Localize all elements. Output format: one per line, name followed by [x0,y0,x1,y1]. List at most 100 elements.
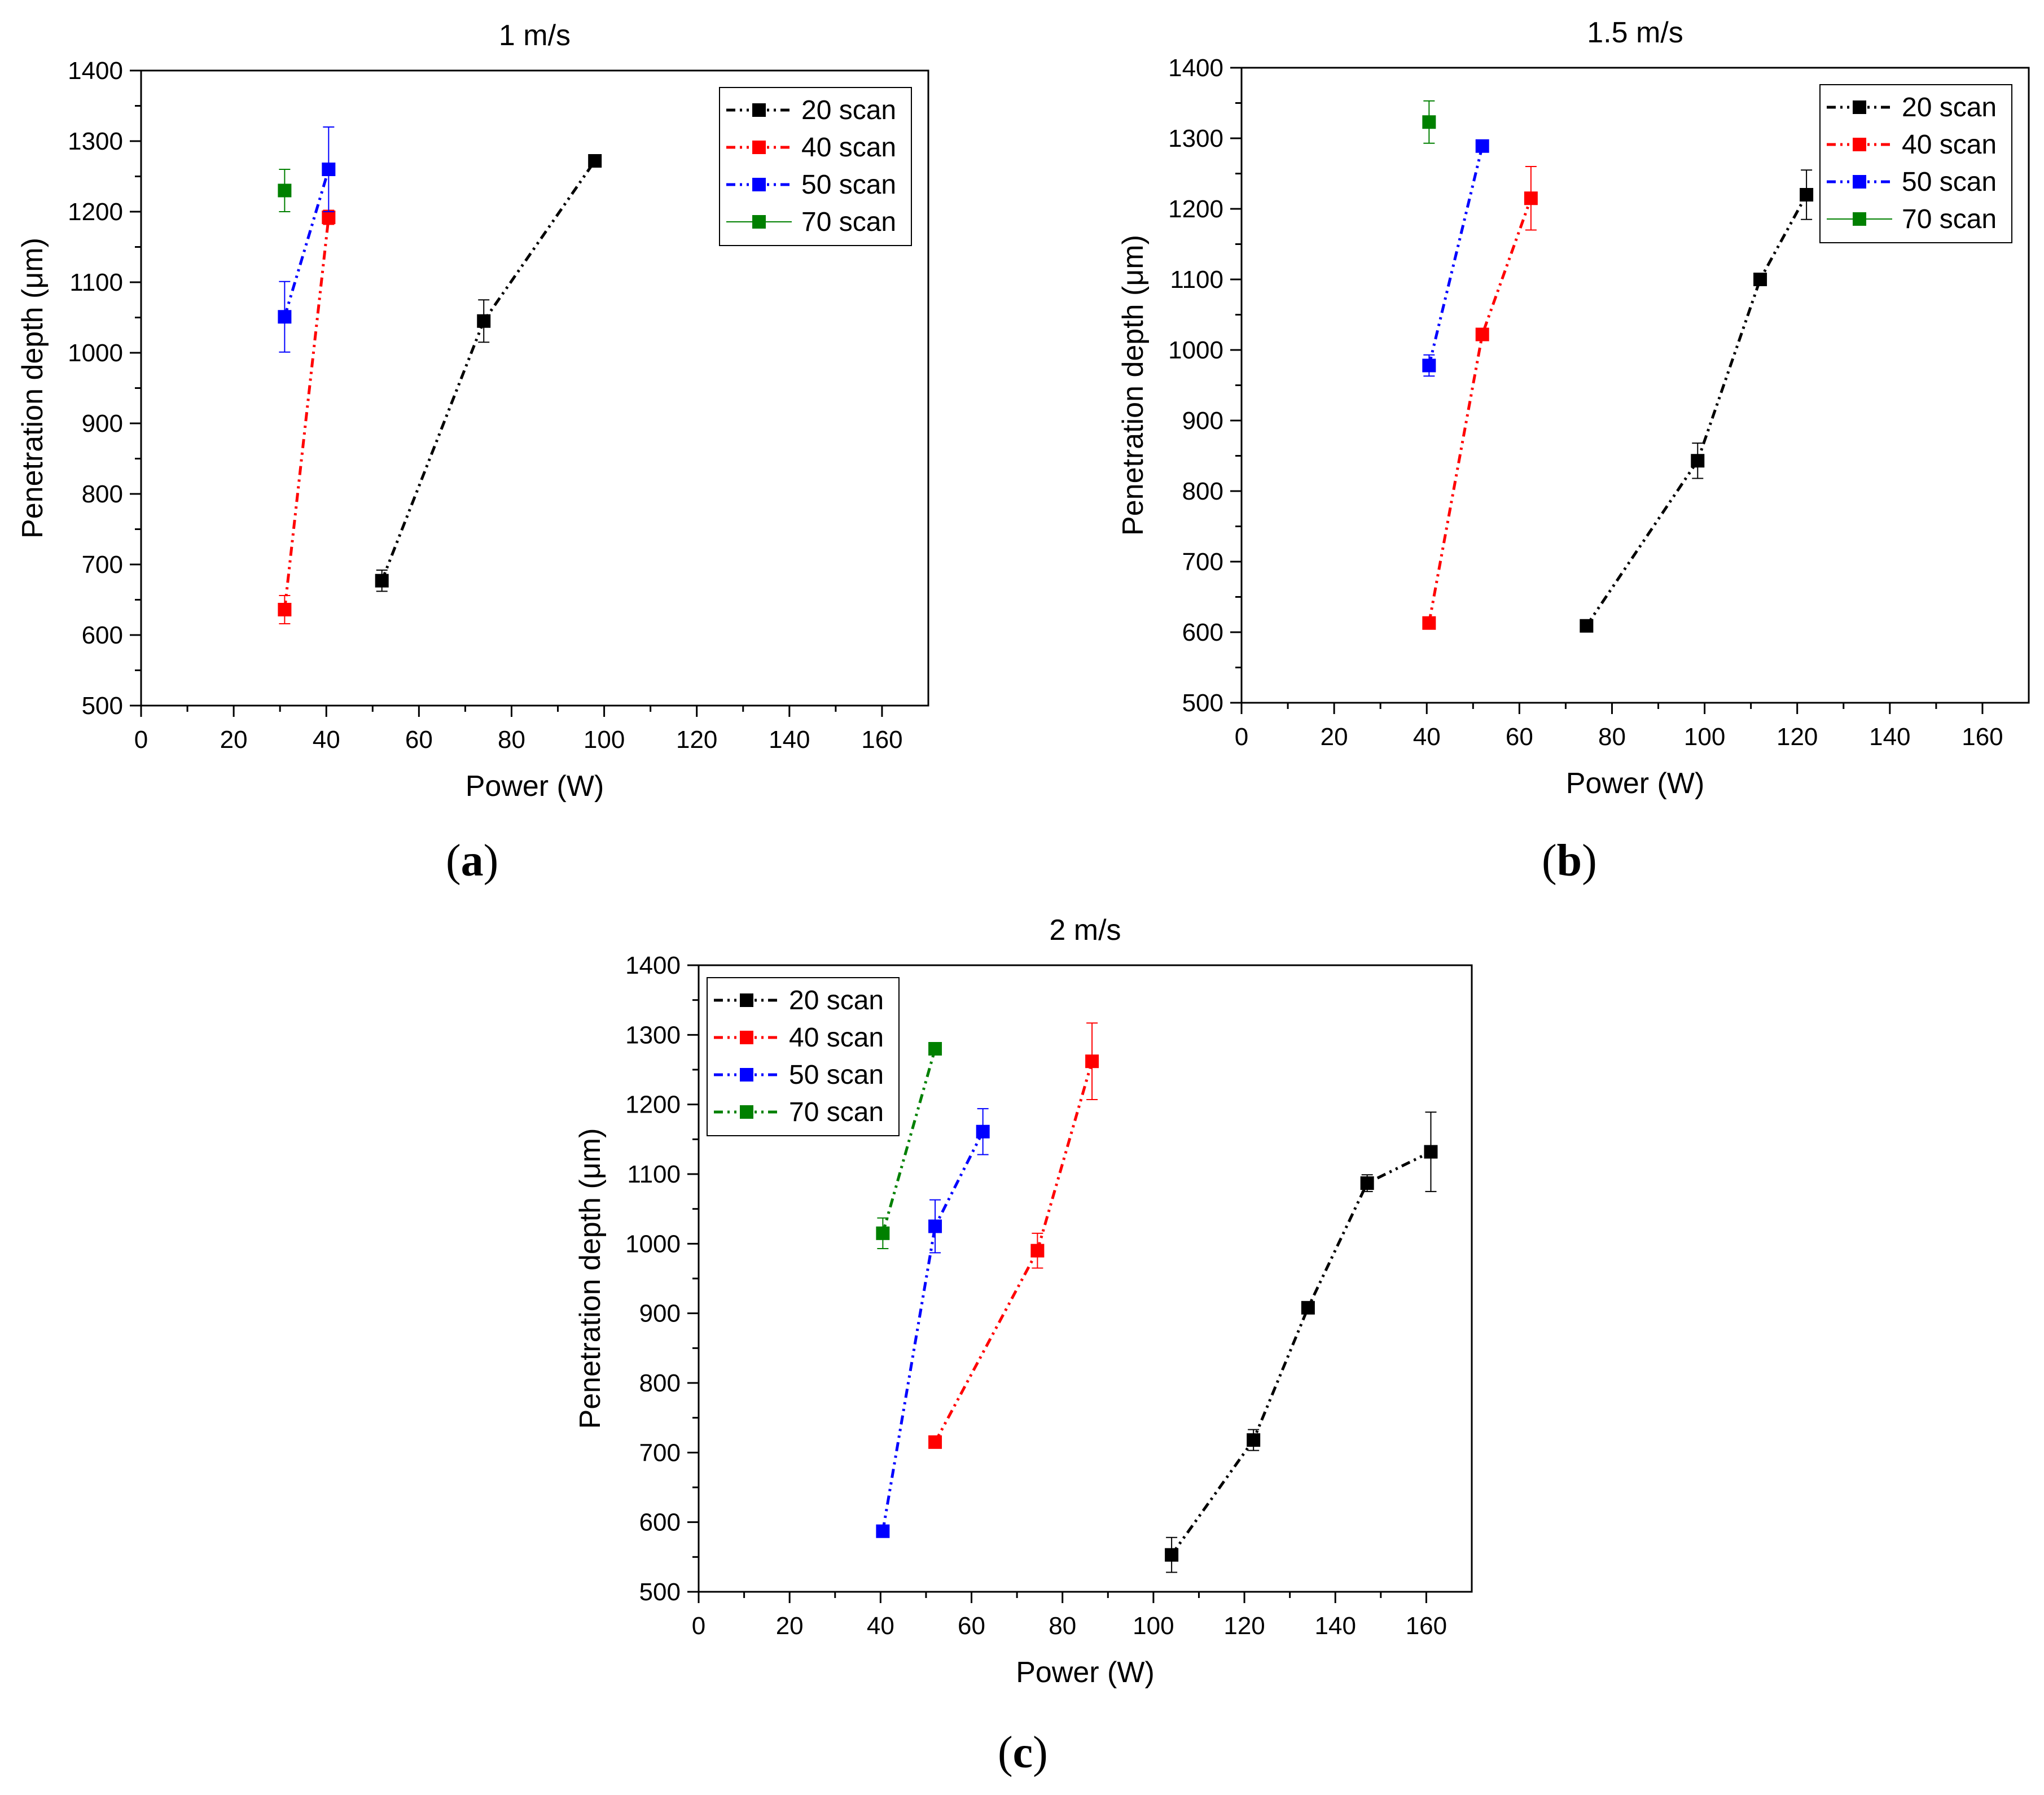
series-40-scan [278,209,336,624]
data-point [1422,616,1436,630]
data-point [1030,1244,1045,1258]
data-point [278,310,292,324]
data-point [588,154,602,168]
y-tick-label: 600 [639,1509,681,1536]
y-tick-label: 500 [82,692,123,720]
y-axis-label: Penetration depth (μm) [16,238,49,538]
x-tick-label: 100 [1133,1612,1174,1640]
x-tick-label: 60 [405,726,433,754]
x-tick-label: 20 [776,1612,804,1640]
data-point [1424,1145,1438,1159]
x-tick-label: 80 [498,726,525,754]
x-axis-label: Power (W) [1016,1656,1155,1689]
chart-b: 1.5 m/s 0 20 40 60 80 100 120 140 160 500 600 700 800… [1117,16,2030,800]
y-tick-label: 900 [82,410,123,437]
legend-marker [1853,175,1866,189]
x-tick-label: 140 [769,726,810,754]
data-point [928,1042,942,1056]
data-point [278,603,292,616]
data-point [1475,139,1489,153]
legend-label: 40 scan [801,133,896,163]
panel-label-a: (a) [446,836,499,886]
series-70-scan [876,1042,942,1249]
y-tick-label: 500 [639,1578,681,1606]
data-point [1580,619,1594,633]
data-point [278,183,292,198]
legend-box [719,87,912,246]
y-tick-label: 800 [82,480,123,508]
y-tick-label: 1200 [1168,195,1223,223]
x-tick-label: 120 [1223,1612,1265,1640]
series-line [1170,1150,1432,1556]
legend-label: 20 scan [1902,93,1997,122]
legend-marker [1853,212,1866,226]
series-20-scan [375,154,602,592]
x-tick-label: 140 [1315,1612,1356,1640]
legend-label: 20 scan [801,95,896,125]
y-tick-label: 800 [639,1369,681,1397]
x-tick-label: 0 [1235,723,1248,751]
x-tick-label: 100 [1684,723,1725,751]
x-tick-label: 120 [1777,723,1818,751]
y-tick-label: 1100 [627,1161,681,1188]
x-tick-label: 120 [676,726,717,754]
series-20-scan [1580,169,1814,633]
series-line [1585,194,1808,627]
y-tick-label: 800 [1182,478,1223,505]
legend-label: 40 scan [789,1023,884,1053]
y-tick-label: 1100 [69,269,123,296]
x-tick-label: 60 [958,1612,985,1640]
data-point [1301,1301,1315,1315]
x-tick-label: 60 [1506,723,1533,751]
data-point [322,163,336,176]
y-tick-label: 1400 [625,952,681,979]
legend: 20 scan 40 scan 50 scan 70 scan [707,977,900,1136]
x-tick-label: 40 [1413,723,1441,751]
legend-label: 50 scan [801,170,896,200]
series-40-scan [1422,166,1538,630]
y-tick-label: 600 [1182,619,1223,646]
y-tick-label: 1000 [68,339,123,367]
legend: 20 scan 40 scan 50 scan 70 scan [1819,84,2012,243]
y-axis-label: Penetration depth (μm) [574,1128,607,1429]
x-tick-label: 0 [692,1612,705,1640]
series-line [283,217,330,610]
y-tick-label: 700 [82,551,123,579]
y-tick-label: 1000 [1168,336,1223,364]
series-20-scan [1165,1111,1438,1573]
x-axis-label: Power (W) [466,770,604,803]
x-tick-label: 160 [1406,1612,1447,1640]
legend-label: 70 scan [789,1097,884,1127]
chart-title: 1.5 m/s [1587,16,1683,49]
y-tick-label: 1300 [625,1021,681,1049]
x-tick-label: 160 [1962,723,2003,751]
x-tick-label: 0 [134,726,148,754]
series-50-scan [278,126,336,353]
x-tick-label: 20 [220,726,248,754]
x-tick-label: 20 [1321,723,1348,751]
x-tick-label: 160 [861,726,902,754]
y-tick-label: 900 [639,1300,681,1328]
y-tick-label: 1200 [625,1091,681,1119]
y-tick-label: 500 [1182,689,1223,717]
series-line [881,1131,984,1532]
legend-marker [740,1068,753,1082]
legend-marker [752,103,766,117]
data-point [1165,1548,1179,1562]
y-tick-label: 1300 [1168,125,1223,152]
panel-label-b: (b) [1542,836,1597,886]
series-line [1427,146,1484,366]
series-70-scan [1422,100,1436,144]
series-line [881,1048,937,1234]
legend: 20 scan 40 scan 50 scan 70 scan [719,87,912,246]
data-point [876,1226,890,1240]
legend-marker [1853,138,1866,151]
series-line [380,160,596,581]
data-point [928,1435,942,1449]
chart-title: 1 m/s [499,19,571,52]
legend-label: 50 scan [789,1060,884,1090]
data-point [928,1219,942,1233]
y-tick-label: 1400 [1168,54,1223,82]
chart-a: 1 m/s 0 20 40 60 80 100 120 140 160 500 600 700 800 90… [16,19,929,803]
y-tick-label: 1000 [625,1230,681,1258]
